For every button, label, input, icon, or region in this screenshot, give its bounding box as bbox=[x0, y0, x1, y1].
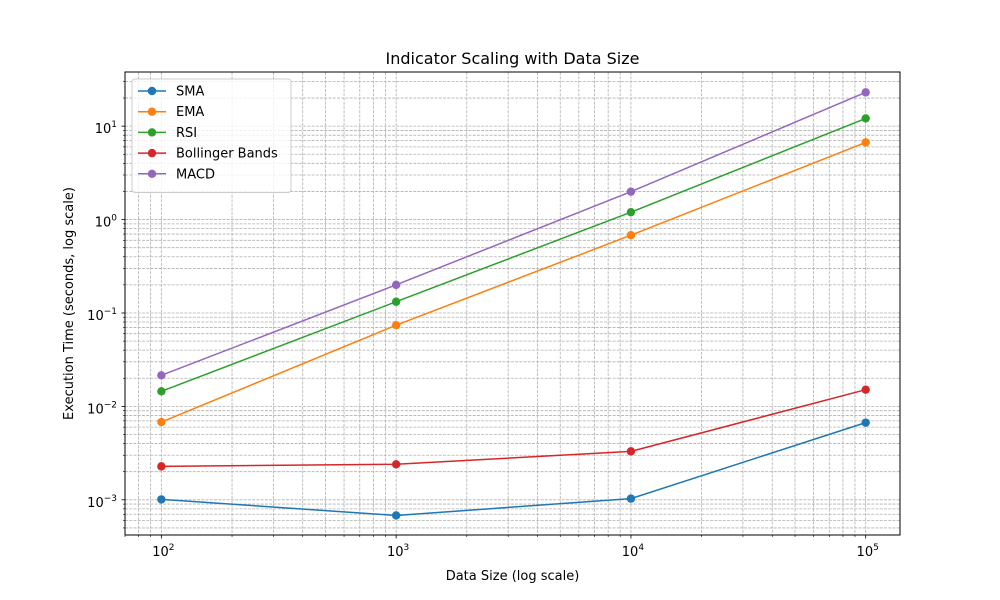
data-point bbox=[157, 495, 166, 504]
legend-label: RSI bbox=[176, 126, 197, 141]
plot-frame bbox=[124, 71, 901, 536]
legend-marker bbox=[147, 128, 157, 137]
y-tick-label: 10−1 bbox=[87, 307, 117, 324]
legend-marker bbox=[147, 107, 157, 116]
data-point bbox=[626, 494, 636, 503]
data-point bbox=[861, 88, 870, 97]
legend-marker bbox=[147, 148, 157, 158]
legend: SMA EMA RSI Bollinger Bands MACD bbox=[131, 78, 292, 193]
data-point bbox=[861, 418, 870, 427]
series-line bbox=[161, 91, 866, 377]
legend-label: Bollinger Bands bbox=[176, 147, 278, 162]
y-tick-label: 10−3 bbox=[87, 494, 117, 511]
x-tick-label: 105 bbox=[857, 543, 879, 560]
data-point bbox=[391, 280, 401, 290]
data-point bbox=[626, 207, 636, 217]
x-tick-label: 104 bbox=[622, 543, 645, 560]
legend-marker bbox=[147, 86, 157, 96]
series-line bbox=[161, 421, 866, 517]
series-layer bbox=[157, 88, 870, 520]
x-tick-label: 103 bbox=[387, 543, 409, 560]
y-tick-label: 100 bbox=[95, 214, 118, 231]
data-point bbox=[157, 387, 166, 396]
data-point bbox=[861, 138, 870, 147]
data-point bbox=[391, 297, 401, 306]
data-point bbox=[861, 385, 870, 394]
data-point bbox=[157, 371, 166, 380]
data-point bbox=[626, 447, 636, 456]
x-tick-label: 102 bbox=[152, 543, 174, 560]
series-line bbox=[161, 117, 866, 393]
chart-title: Indicator Scaling with Data Size bbox=[386, 49, 640, 68]
data-point bbox=[391, 320, 401, 330]
series-line bbox=[161, 388, 866, 468]
y-tick-label: 101 bbox=[95, 120, 117, 137]
y-tick-label: 10−2 bbox=[87, 400, 117, 417]
x-axis-label: Data Size (log scale) bbox=[446, 569, 580, 584]
legend-label: EMA bbox=[176, 105, 204, 120]
data-point bbox=[391, 511, 401, 520]
data-point bbox=[626, 187, 636, 196]
data-point bbox=[626, 231, 636, 240]
legend-label: MACD bbox=[176, 167, 215, 182]
legend-box bbox=[131, 78, 292, 193]
legend-label: SMA bbox=[176, 85, 204, 100]
data-point bbox=[157, 417, 166, 427]
legend-marker bbox=[147, 169, 157, 178]
axis-ticks: 102 103 104 105 10−3 10−2 10−1 100 101 bbox=[87, 81, 879, 560]
data-point bbox=[391, 460, 401, 469]
data-point bbox=[861, 114, 870, 123]
series-line bbox=[161, 141, 866, 423]
y-axis-label: Execution Time (seconds, log scale) bbox=[62, 187, 77, 420]
data-point bbox=[157, 462, 166, 471]
